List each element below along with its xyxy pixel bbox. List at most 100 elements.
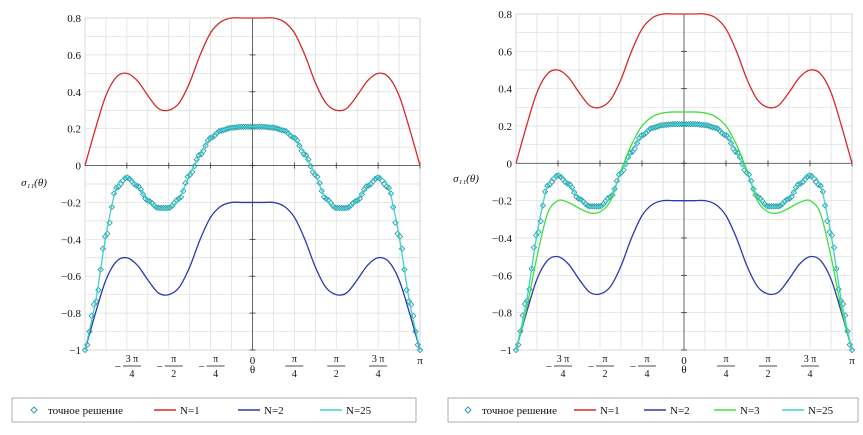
x-tick-denominator: 2 <box>766 369 771 380</box>
legend-marker-diamond <box>30 406 38 414</box>
data-point <box>296 142 303 149</box>
x-tick-denominator: 4 <box>376 369 381 380</box>
data-point <box>307 162 314 170</box>
data-point <box>669 120 677 128</box>
data-point <box>249 123 256 131</box>
data-point <box>824 218 831 225</box>
x-tick-denominator: 2 <box>171 369 176 380</box>
legend-label: N=2 <box>670 405 690 417</box>
data-point <box>240 123 247 131</box>
data-point <box>821 202 829 209</box>
data-point <box>289 134 296 141</box>
data-point <box>721 131 728 139</box>
data-point <box>191 162 198 170</box>
legend: точное решение N=1 N=2 N=25 <box>11 397 417 423</box>
legend-label: N=1 <box>600 405 620 417</box>
x-tick-label: −π 4 <box>199 354 225 380</box>
series-line-n-2 <box>84 201 421 351</box>
legend-label: N=1 <box>180 405 200 417</box>
x-tick-denominator: 4 <box>292 369 297 380</box>
data-point <box>539 202 547 209</box>
data-point <box>226 124 234 132</box>
data-point <box>674 120 681 128</box>
data-point <box>768 203 775 210</box>
data-point <box>162 204 169 212</box>
data-point <box>336 204 343 212</box>
data-point <box>676 120 683 128</box>
x-tick-numerator: 3 π <box>126 354 139 365</box>
data-point <box>678 120 685 128</box>
data-point <box>338 204 346 212</box>
data-point <box>667 121 674 128</box>
x-tick-text: π <box>849 355 855 367</box>
x-tick-label: 0 <box>250 355 256 367</box>
data-point <box>202 142 209 149</box>
legend-label: N=25 <box>808 405 834 417</box>
data-point <box>354 197 361 204</box>
x-tick-label: −3 π 4 <box>115 354 141 380</box>
chart-left: 0.80.60.40.20−0.2−0.4−0.6−0.8−1−3 π4−π2−… <box>11 13 424 423</box>
x-tick-sign: − <box>199 361 205 373</box>
data-point <box>106 219 113 227</box>
data-point <box>588 203 596 210</box>
legend-box <box>11 397 417 423</box>
x-tick-text: π <box>417 355 423 367</box>
data-point <box>113 184 120 191</box>
data-point <box>95 286 102 294</box>
data-point <box>251 123 258 131</box>
y-tick-label: 0.4 <box>67 87 81 99</box>
x-tick-denominator: 4 <box>561 369 566 380</box>
series-line-n-1 <box>84 17 421 166</box>
data-point <box>244 123 252 131</box>
y-tick-label: 0 <box>76 161 82 173</box>
data-point <box>694 121 701 128</box>
x-tick-label: −π 2 <box>588 354 614 380</box>
y-tick-label: 0.6 <box>67 50 81 62</box>
data-point <box>385 184 392 191</box>
data-point <box>790 189 797 196</box>
data-point <box>392 219 399 227</box>
data-point <box>242 123 250 131</box>
y-tick-label: 0.4 <box>498 84 512 96</box>
x-tick-label: π2 <box>759 354 778 380</box>
data-point <box>680 120 688 128</box>
data-point <box>92 298 100 305</box>
legend-item: точное решение <box>30 405 123 417</box>
data-point <box>544 182 551 189</box>
x-tick-sign: − <box>588 361 594 373</box>
legend-label: точное решение <box>482 405 557 417</box>
x-tick-label: π <box>417 355 423 367</box>
x-tick-denominator: 4 <box>724 369 729 380</box>
x-tick-sign: − <box>630 361 636 373</box>
legend: точное решение N=1 N=2 N=3 N=25 <box>447 397 859 423</box>
y-tick-label: −0.6 <box>61 271 81 283</box>
y-tick-label: −0.2 <box>61 197 81 209</box>
x-tick-text: 0 <box>250 355 256 367</box>
data-point <box>817 182 824 189</box>
x-tick-label: −π 4 <box>630 354 656 380</box>
y-tick-label: 0 <box>507 158 513 170</box>
x-tick-numerator: π <box>602 354 607 365</box>
x-tick-numerator: 3 π <box>372 354 385 365</box>
data-point <box>416 346 424 354</box>
data-point <box>365 182 372 189</box>
x-tick-denominator: 4 <box>807 369 812 380</box>
data-point <box>797 180 804 187</box>
x-tick-numerator: π <box>765 354 770 365</box>
legend-item: точное решение <box>464 405 557 417</box>
x-tick-denominator: 4 <box>129 369 134 380</box>
data-point <box>209 134 216 141</box>
data-point <box>848 346 856 354</box>
data-point <box>512 346 520 354</box>
data-point <box>374 174 381 181</box>
x-tick-label: π <box>849 355 855 367</box>
legend-label: точное решение <box>48 405 123 417</box>
x-tick-numerator: π <box>644 354 649 365</box>
data-point <box>255 123 263 131</box>
x-tick-text: 0 <box>681 355 687 367</box>
legend-label: N=25 <box>346 405 372 417</box>
data-point <box>687 120 694 128</box>
y-tick-label: −0.2 <box>492 196 512 208</box>
data-point <box>188 168 196 176</box>
